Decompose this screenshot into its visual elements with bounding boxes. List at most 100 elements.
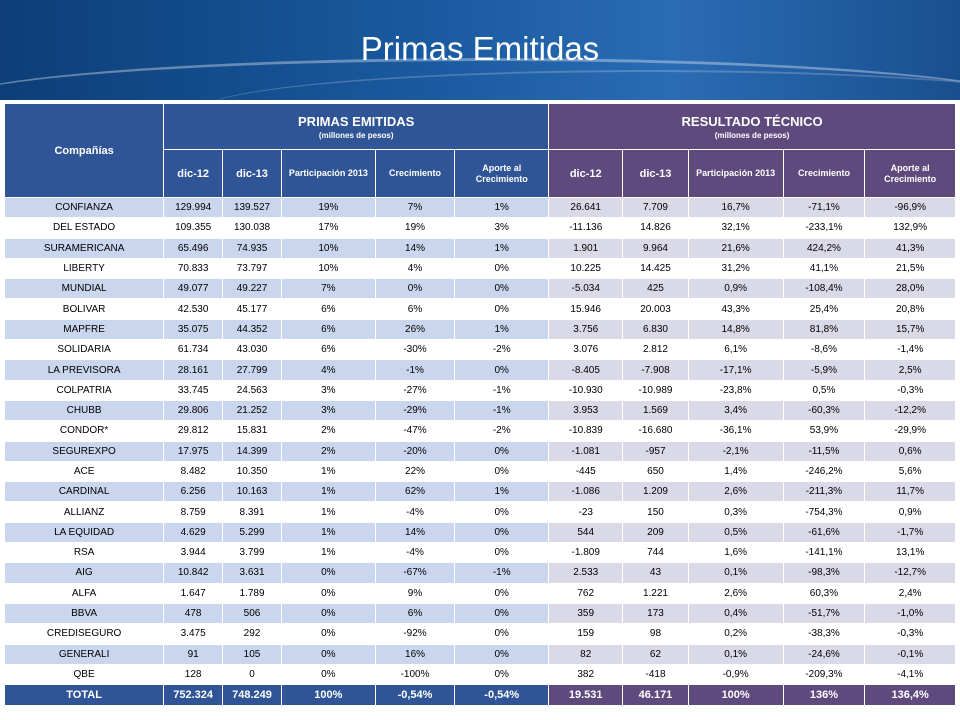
company-name-cell: BOLIVAR <box>3 298 165 320</box>
table-cell: 4% <box>374 257 456 280</box>
table-cell: 1% <box>454 318 550 341</box>
table-cell: -30% <box>374 339 456 361</box>
table-cell: 3% <box>454 217 550 239</box>
table-row: CARDINAL 6.256 10.163 1% 62% 1% -1.086 1.209 2,6… <box>3 481 956 503</box>
table-cell: -96,9% <box>864 196 956 219</box>
table-cell: 62% <box>374 481 456 503</box>
table-cell: -12,2% <box>864 399 956 422</box>
table-cell: 0% <box>454 623 550 645</box>
table-cell: 14.399 <box>222 440 282 462</box>
total-cell: 46.171 <box>622 684 689 707</box>
table-cell: 1% <box>454 237 550 259</box>
table-cell: 1% <box>280 460 376 483</box>
total-cell: 752.324 <box>163 684 224 707</box>
table-cell: 1.647 <box>163 582 224 604</box>
table-cell: 359 <box>548 602 624 625</box>
table-cell: 21,6% <box>687 237 784 259</box>
table-cell: 1% <box>454 196 550 219</box>
table-cell: -11,5% <box>782 440 866 462</box>
table-cell: 43 <box>622 562 689 584</box>
table-cell: 49.077 <box>163 278 224 300</box>
table-cell: 91 <box>163 643 224 665</box>
table-cell: 43.030 <box>222 339 282 361</box>
table-cell: 478 <box>163 602 224 625</box>
table-cell: -11.136 <box>548 217 624 239</box>
table-cell: 29.806 <box>163 399 224 422</box>
table-cell: 16,7% <box>687 196 784 219</box>
table-cell: 33.745 <box>163 379 224 401</box>
table-cell: 2.533 <box>548 562 624 584</box>
col-header-resultado-dic13: dic-13 <box>622 149 689 198</box>
table-cell: 0% <box>454 643 550 665</box>
company-name-cell: LA EQUIDAD <box>3 521 165 544</box>
company-name-cell: LA PREVISORA <box>3 359 165 381</box>
table-row: SOLIDARIA 61.734 43.030 6% -30% -2% 3.076 2.812… <box>3 339 956 361</box>
table-cell: 544 <box>548 521 624 544</box>
table-cell: 0,9% <box>864 501 956 523</box>
table-cell: 25,4% <box>782 298 866 320</box>
table-cell: 0% <box>280 663 376 686</box>
table-cell: -418 <box>622 663 689 686</box>
table-cell: -1,0% <box>864 602 956 625</box>
table-cell: 60,3% <box>782 582 866 604</box>
table-cell: 1% <box>280 481 376 503</box>
table-row: BBVA 478 506 0% 6% 0% 359 173 0,4% -51,7% -1,0% <box>3 602 956 625</box>
table-cell: 105 <box>222 643 282 665</box>
table-cell: -29% <box>374 399 456 422</box>
table-cell: -5.034 <box>548 278 624 300</box>
table-row: LA PREVISORA 28.161 27.799 4% -1% 0% -8.405 -7.… <box>3 359 956 381</box>
table-cell: 65.496 <box>163 237 224 259</box>
table-cell: 14.826 <box>622 217 689 239</box>
col-header-primas-crecimiento: Crecimiento <box>374 149 456 198</box>
table-cell: 28.161 <box>163 359 224 381</box>
table-cell: 762 <box>548 582 624 604</box>
header-resultado-group: RESULTADO TÉCNICO (millones de pesos) <box>548 103 956 150</box>
table-row: SEGUREXPO 17.975 14.399 2% -20% 0% -1.081 -957-… <box>3 440 956 462</box>
table-cell: 0% <box>280 643 376 665</box>
table-cell: 1% <box>280 542 376 564</box>
table-cell: 19% <box>374 217 456 239</box>
table-cell: -2% <box>454 420 550 442</box>
table-cell: 1.789 <box>222 582 282 604</box>
table-cell: -108,4% <box>782 278 866 300</box>
table-row: ALLIANZ 8.759 8.391 1% -4% 0% -23 150 0,3% -754,3… <box>3 501 956 523</box>
table-cell: -0,3% <box>864 623 956 645</box>
table-cell: -1.081 <box>548 440 624 462</box>
table-cell: 41,1% <box>782 257 866 280</box>
table-cell: 0% <box>454 663 550 686</box>
table-cell: 10.842 <box>163 562 224 584</box>
table-cell: 6% <box>280 318 376 341</box>
table-cell: 14.425 <box>622 257 689 280</box>
header-company: Compañías <box>3 103 165 198</box>
resultado-group-subtitle: (millones de pesos) <box>714 130 790 140</box>
table-cell: 6% <box>280 339 376 361</box>
table-row: ALFA 1.647 1.789 0% 9% 0% 762 1.221 2,6% 60,3% 2,4… <box>3 582 956 604</box>
table-cell: 0,3% <box>687 501 784 523</box>
company-name-cell: LIBERTY <box>3 257 165 280</box>
table-cell: 2,6% <box>687 582 784 604</box>
table-cell: 0,6% <box>864 440 956 462</box>
table-cell: -1% <box>454 379 550 401</box>
table-cell: 1,4% <box>687 460 784 483</box>
header-row-columns: dic-12 dic-13 Participación 2013 Crecimi… <box>5 149 956 198</box>
table-cell: 26% <box>374 318 456 341</box>
table-cell: 0 <box>222 663 282 686</box>
table-cell: 70.833 <box>163 257 224 280</box>
table-cell: -60,3% <box>782 399 866 422</box>
table-cell: -38,3% <box>782 623 866 645</box>
table-row: LA EQUIDAD 4.629 5.299 1% 14% 0% 544 209 0,5% -61… <box>3 521 956 544</box>
table-cell: 44.352 <box>222 318 282 341</box>
table-cell: 2.812 <box>622 339 689 361</box>
table-cell: 0% <box>454 542 550 564</box>
table-cell: -10.989 <box>622 379 689 401</box>
table-cell: 2,4% <box>864 582 956 604</box>
table-cell: -0,3% <box>864 379 956 401</box>
company-name-cell: SURAMERICANA <box>3 237 165 259</box>
company-name-cell: CARDINAL <box>3 481 165 503</box>
table-cell: -98,3% <box>782 562 866 584</box>
table-cell: 62 <box>622 643 689 665</box>
table-cell: 1,6% <box>687 542 784 564</box>
company-name-cell: ACE <box>3 460 165 483</box>
table-cell: 425 <box>622 278 689 300</box>
table-cell: 14% <box>374 237 456 259</box>
